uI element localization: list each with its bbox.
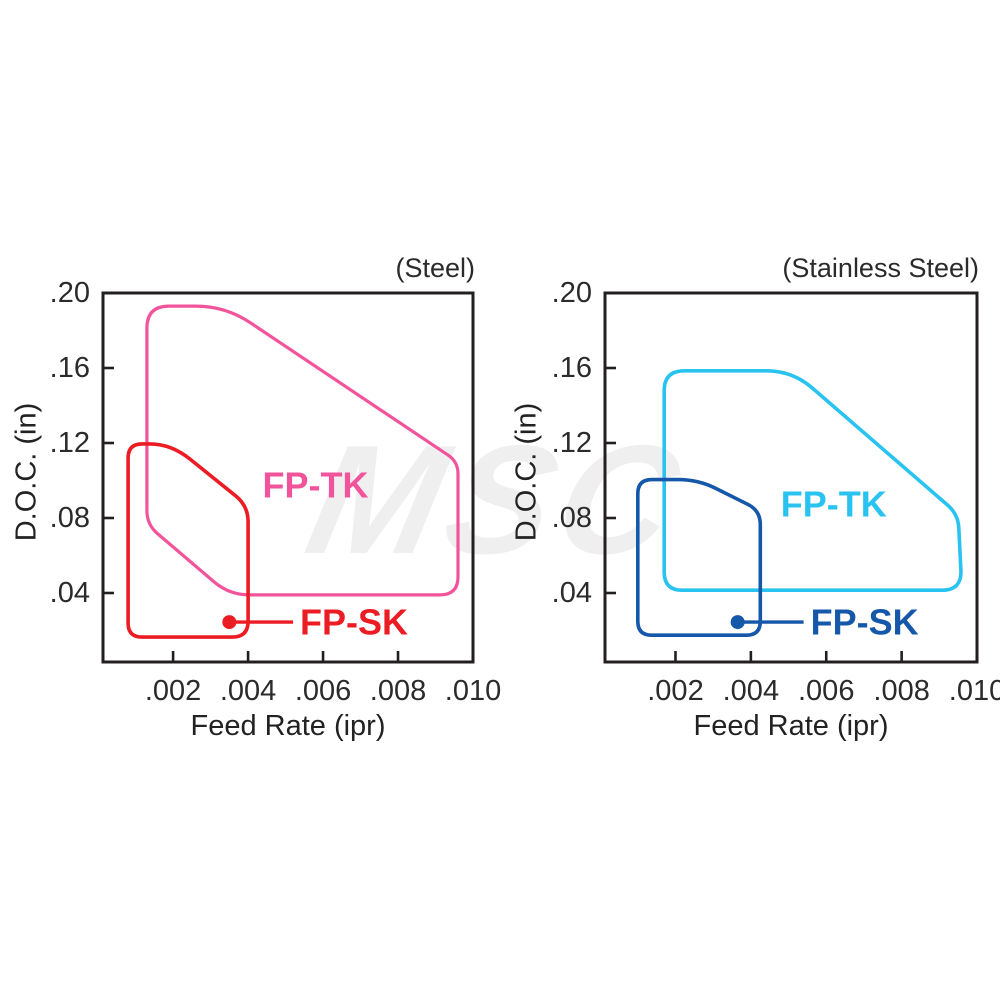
y-tick-label: .20 bbox=[552, 277, 592, 309]
region-outline-fp-sk bbox=[636, 477, 763, 637]
region-outline-fp-tk bbox=[145, 304, 460, 597]
region-label-fp-tk: FP-TK bbox=[263, 465, 369, 506]
y-tick-label: .12 bbox=[552, 427, 592, 459]
x-tick-label: .002 bbox=[145, 675, 201, 707]
chart-title-stainless-steel: (Stainless Steel) bbox=[782, 253, 979, 283]
y-tick-label: .20 bbox=[50, 277, 90, 309]
plot-frame bbox=[101, 291, 475, 664]
chart-stainless-steel: .20 .16 .12 .08 .04 .002 .004 .006 .008 .010 FP-TK… bbox=[552, 277, 1000, 707]
y-tick-label: .16 bbox=[552, 352, 592, 384]
y-tick-label: .04 bbox=[50, 577, 90, 609]
region-outline-fp-tk bbox=[662, 369, 963, 592]
y-tick-label: .12 bbox=[50, 427, 90, 459]
plot-frame bbox=[603, 291, 979, 664]
x-tick-label: .006 bbox=[798, 675, 854, 707]
chart-steel: .20 .16 .12 .08 .04 .002 .004 .006 .008 .010 FP-TK… bbox=[50, 277, 502, 707]
region-outline-fp-sk bbox=[126, 442, 250, 639]
x-tick-label: .004 bbox=[723, 675, 779, 707]
callout-label-fp-sk: FP-SK bbox=[300, 602, 408, 643]
x-tick-label: .008 bbox=[873, 675, 929, 707]
y-tick-label: .08 bbox=[552, 502, 592, 534]
y-tick-label: .16 bbox=[50, 352, 90, 384]
callout-dot bbox=[730, 615, 745, 630]
x-tick-label: .010 bbox=[445, 675, 501, 707]
x-axis-label-steel: Feed Rate (ipr) bbox=[190, 710, 386, 742]
x-axis-label-stainless-steel: Feed Rate (ipr) bbox=[693, 710, 889, 742]
x-tick-label: .002 bbox=[647, 675, 703, 707]
chart-title-steel: (Steel) bbox=[395, 253, 475, 283]
x-tick-label: .010 bbox=[949, 675, 1000, 707]
x-tick-label: .004 bbox=[220, 675, 276, 707]
y-tick-label: .04 bbox=[552, 577, 592, 609]
y-tick-label: .08 bbox=[50, 502, 90, 534]
callout-dot bbox=[222, 615, 237, 630]
callout-label-fp-sk: FP-SK bbox=[811, 602, 919, 643]
x-tick-label: .008 bbox=[370, 675, 426, 707]
x-tick-label: .006 bbox=[295, 675, 351, 707]
region-label-fp-tk: FP-TK bbox=[781, 483, 887, 524]
